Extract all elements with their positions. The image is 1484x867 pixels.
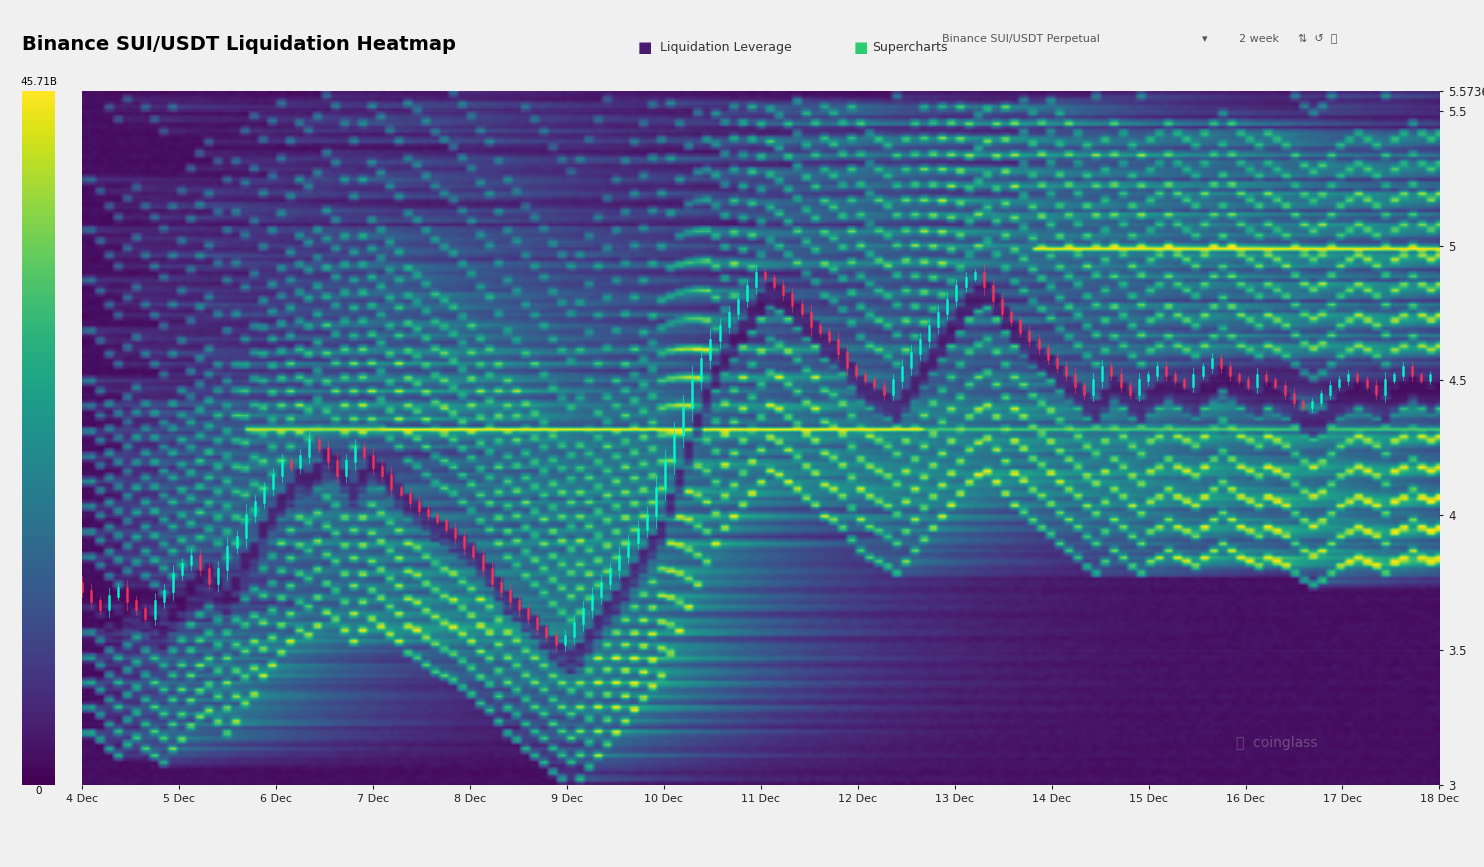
Text: 2 week: 2 week xyxy=(1239,34,1279,44)
Text: ⇅  ↺  ⬜: ⇅ ↺ ⬜ xyxy=(1298,34,1339,44)
Text: Binance SUI/USDT Perpetual: Binance SUI/USDT Perpetual xyxy=(942,34,1100,44)
Text: Supercharts: Supercharts xyxy=(873,42,948,54)
Text: Liquidation Leverage: Liquidation Leverage xyxy=(660,42,792,54)
Text: ▾: ▾ xyxy=(1202,34,1208,44)
Text: ■: ■ xyxy=(638,40,653,55)
Text: ■: ■ xyxy=(853,40,868,55)
Text: Binance SUI/USDT Liquidation Heatmap: Binance SUI/USDT Liquidation Heatmap xyxy=(22,35,456,54)
Text: 0: 0 xyxy=(36,786,42,797)
Text: 🦌  coinglass: 🦌 coinglass xyxy=(1236,736,1318,750)
Text: 45.71B: 45.71B xyxy=(21,76,56,87)
